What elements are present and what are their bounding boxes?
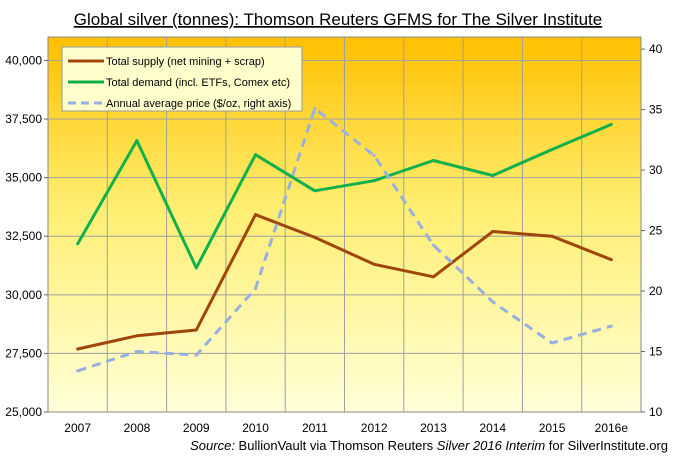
data-point [135,350,139,354]
data-point [76,242,80,246]
x-tick-label: 2015 [539,421,566,435]
series-line-0 [77,213,612,351]
y2-tick-label: 35 [649,103,663,117]
data-point [431,159,435,163]
legend-box [61,46,303,112]
y2-tick-label: 40 [649,42,663,56]
data-point [254,153,258,157]
data-point [609,258,613,262]
data-point [550,341,554,345]
y-tick-label: 40,000 [5,53,42,67]
x-tick-label: 2007 [64,421,91,435]
series-line-2 [77,106,612,373]
data-point [491,300,495,304]
x-tick-label: 2008 [124,421,151,435]
data-point [313,106,317,110]
legend-label-2: Annual average price ($/oz, right axis) [106,98,291,110]
x-tick-label: 2016e [595,421,629,435]
data-point [372,179,376,183]
data-point [372,154,376,158]
data-point [194,266,198,270]
data-point [550,234,554,238]
y2-tick-label: 15 [649,345,663,359]
y2-tick-label: 25 [649,224,663,238]
legend: Total supply (net mining + scrap) Total d… [61,46,303,112]
data-point [76,347,80,351]
legend-label-1: Total demand (incl. ETFs, Comex etc) [106,77,290,89]
y-tick-label: 30,000 [5,288,42,302]
data-point [194,328,198,332]
y2-tick-label: 10 [649,405,663,419]
data-point [609,324,613,328]
y-tick-label: 32,500 [5,229,42,243]
data-point [550,148,554,151]
data-point [254,213,258,217]
y-tick-label: 27,500 [5,346,42,360]
data-point [135,139,139,143]
y2-tick-label: 30 [649,163,663,177]
data-point [254,287,258,291]
y-tick-label: 37,500 [5,112,42,126]
x-tick-label: 2012 [361,421,388,435]
legend-label-0: Total supply (net mining + scrap) [106,56,265,68]
data-point [431,243,435,247]
y-tick-label: 35,000 [5,171,42,185]
data-point [491,230,495,234]
data-point [491,174,495,178]
chart-title: Global silver (tonnes): Thomson Reuters … [74,10,602,29]
x-tick-label: 2011 [302,421,328,435]
source-note: Source: BullionVault via Thomson Reuters… [190,438,668,453]
data-point [313,235,317,239]
data-point [431,275,435,279]
y-tick-label: 25,000 [5,405,42,419]
data-point [135,334,139,338]
data-point [372,262,376,266]
data-point [194,353,198,357]
x-tick-label: 2010 [242,421,269,435]
x-tick-label: 2009 [183,421,210,435]
data-point [313,189,317,193]
data-point [76,369,80,373]
data-point [609,122,613,126]
x-tick-label: 2013 [420,421,447,435]
series-line-1 [76,123,612,270]
x-tick-label: 2014 [479,421,506,435]
y2-tick-label: 20 [649,284,663,298]
